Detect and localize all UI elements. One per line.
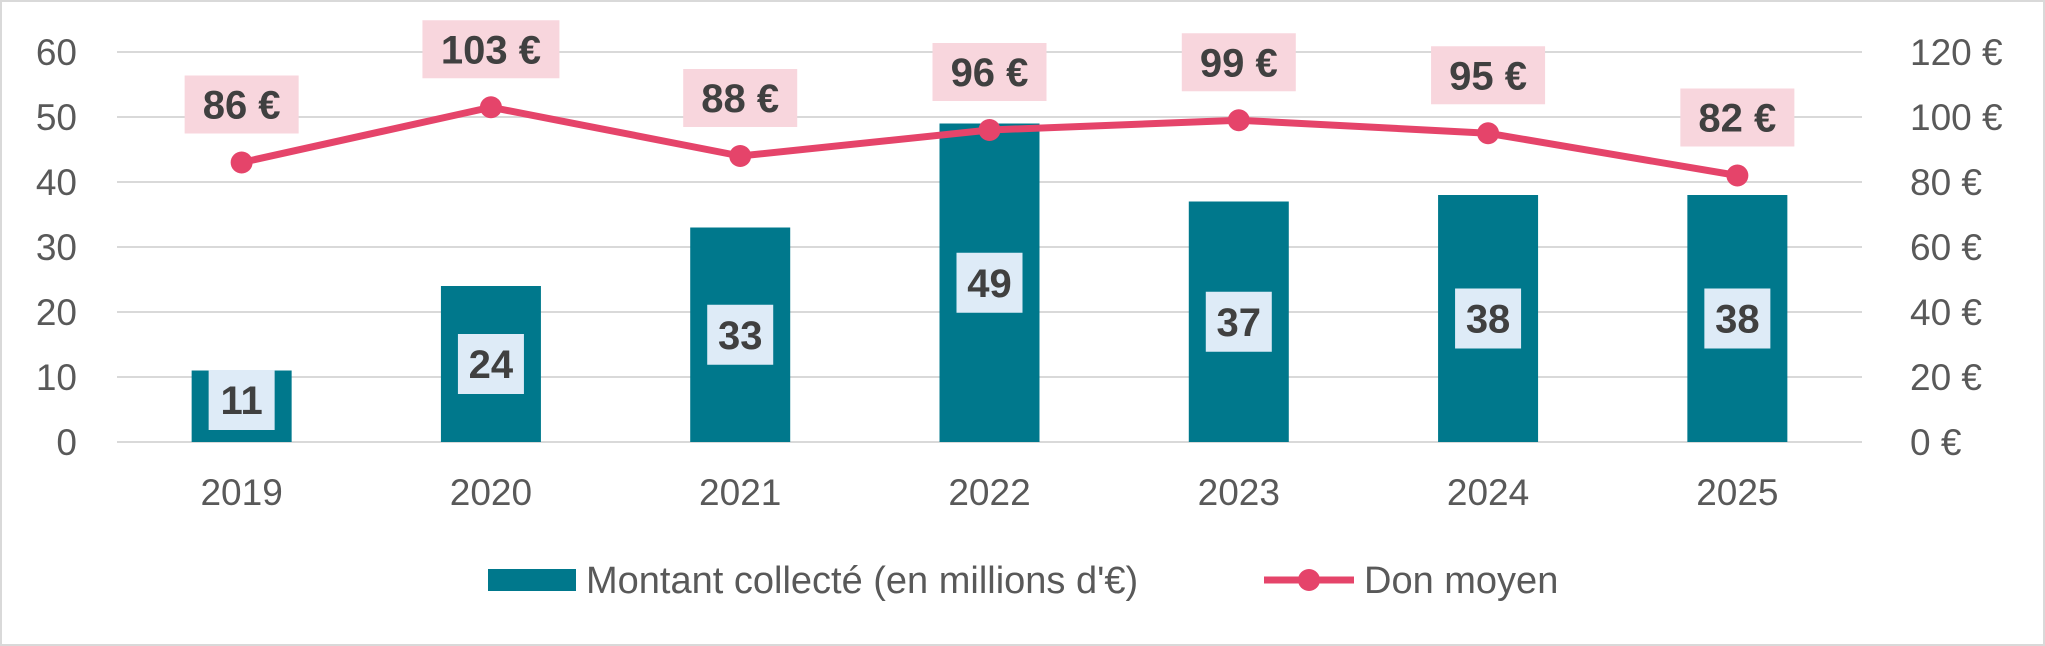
bar-data-label: 49 <box>967 262 1012 306</box>
line-point <box>729 145 752 167</box>
y-right-tick-label: 100 € <box>1910 97 2003 138</box>
y-left-tick-label: 30 <box>36 227 77 268</box>
legend-line-marker <box>1298 569 1320 591</box>
line-data-label-bg <box>1181 33 1296 92</box>
y-right-tick-label: 60 € <box>1910 227 1982 268</box>
bar-data-label: 24 <box>469 343 514 387</box>
bar-data-label-bg <box>457 334 524 394</box>
bar-data-label: 38 <box>1466 298 1511 342</box>
line-data-label: 88 € <box>701 77 779 121</box>
bar-data-label-bg <box>707 304 774 365</box>
bar-data-label: 37 <box>1217 301 1262 345</box>
legend-label-line: Don moyen <box>1364 560 1558 602</box>
x-tick-label: 2023 <box>1198 472 1280 513</box>
line-data-label: 86 € <box>203 84 281 128</box>
bar-data-label-bg <box>1704 288 1771 349</box>
y-right-tick-label: 20 € <box>1910 357 1982 398</box>
line-data-label: 103 € <box>441 28 541 72</box>
y-left-tick-label: 10 <box>36 357 77 398</box>
y-left-tick-label: 60 <box>36 32 77 73</box>
line-point <box>1726 164 1749 187</box>
x-tick-label: 2020 <box>450 472 532 513</box>
bar-data-label: 11 <box>220 379 262 423</box>
bar-data-label-bg <box>956 252 1023 313</box>
line-data-label-bg <box>184 75 299 134</box>
y-left-tick-label: 50 <box>36 97 77 138</box>
x-tick-label: 2024 <box>1447 472 1529 513</box>
x-tick-label: 2019 <box>200 472 282 513</box>
line-data-label-bg <box>422 20 560 79</box>
y-right-tick-label: 40 € <box>1910 292 1982 333</box>
line-data-label: 95 € <box>1449 54 1527 98</box>
bar-data-label: 38 <box>1715 298 1760 342</box>
x-tick-label: 2022 <box>948 472 1030 513</box>
line-data-label: 82 € <box>1698 97 1776 141</box>
bar-data-label-bg <box>1205 291 1272 352</box>
line-point <box>230 151 253 174</box>
x-tick-label: 2025 <box>1696 472 1778 513</box>
legend-bar-swatch <box>488 569 576 591</box>
x-tick-label: 2021 <box>699 472 781 513</box>
line-data-label-bg <box>683 69 798 127</box>
y-right-tick-label: 120 € <box>1910 32 2003 73</box>
line-point <box>1477 122 1500 145</box>
line-data-label: 99 € <box>1200 41 1278 85</box>
bar-data-label-bg <box>208 370 275 430</box>
y-left-tick-label: 0 <box>56 422 77 463</box>
legend-label-bars: Montant collecté (en millions d'€) <box>586 560 1138 602</box>
line-point <box>978 119 1001 141</box>
line-data-label-bg <box>932 43 1047 101</box>
y-left-tick-label: 20 <box>36 292 77 333</box>
line-data-label: 96 € <box>951 51 1029 95</box>
y-right-tick-label: 80 € <box>1910 162 1982 203</box>
line-point <box>479 96 502 119</box>
line-data-label-bg <box>1680 88 1795 147</box>
bar-data-label: 33 <box>718 314 763 358</box>
y-left-tick-label: 40 <box>36 162 77 203</box>
line-data-label-bg <box>1431 46 1546 105</box>
bar-data-label-bg <box>1455 288 1522 349</box>
line-point <box>1227 109 1250 132</box>
y-right-tick-label: 0 € <box>1910 422 1962 463</box>
